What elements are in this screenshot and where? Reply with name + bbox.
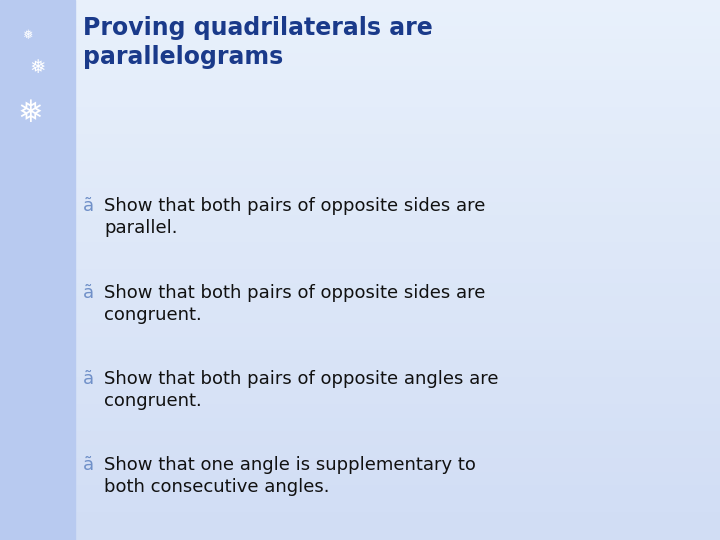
- Text: Show that one angle is supplementary to
both consecutive angles.: Show that one angle is supplementary to …: [104, 456, 476, 496]
- Text: Proving quadrilaterals are
parallelograms: Proving quadrilaterals are parallelogram…: [83, 16, 433, 69]
- Bar: [0, 432, 720, 445]
- Bar: [0, 270, 720, 284]
- Bar: [0, 81, 720, 94]
- Bar: [0, 135, 720, 148]
- Bar: [0, 68, 720, 81]
- Text: ❅: ❅: [22, 29, 32, 42]
- Text: Show that both pairs of opposite sides are
congruent.: Show that both pairs of opposite sides a…: [104, 284, 486, 323]
- Bar: [0, 297, 720, 310]
- Text: ❅: ❅: [30, 58, 45, 77]
- Text: Show that both pairs of opposite sides are
parallel.: Show that both pairs of opposite sides a…: [104, 197, 486, 237]
- Bar: [0, 14, 720, 27]
- Bar: [0, 189, 720, 202]
- Bar: [0, 230, 720, 243]
- Text: ã: ã: [83, 370, 94, 388]
- Bar: [0, 243, 720, 256]
- Bar: [0, 351, 720, 364]
- Text: ❅: ❅: [17, 99, 43, 128]
- Bar: [0, 122, 720, 135]
- Bar: [0, 526, 720, 540]
- Bar: [0, 27, 720, 40]
- Bar: [0, 324, 720, 338]
- Bar: [0, 446, 720, 459]
- Bar: [0, 54, 720, 68]
- Bar: [0, 500, 720, 513]
- Bar: [0, 94, 720, 108]
- Text: Show that both pairs of opposite angles are
congruent.: Show that both pairs of opposite angles …: [104, 370, 499, 410]
- Text: ã: ã: [83, 197, 94, 215]
- Bar: [0, 378, 720, 392]
- Text: ã: ã: [83, 284, 94, 301]
- Bar: [0, 176, 720, 189]
- Bar: [0, 459, 720, 472]
- Bar: [0, 284, 720, 297]
- Bar: [0, 216, 720, 229]
- Bar: [0, 162, 720, 176]
- Bar: [0, 472, 720, 486]
- Bar: [0, 108, 720, 122]
- Bar: [0, 392, 720, 405]
- Bar: [0, 202, 720, 216]
- Bar: [0, 148, 720, 162]
- Bar: [0, 364, 720, 378]
- Bar: [0, 0, 75, 540]
- Bar: [0, 310, 720, 324]
- Bar: [0, 256, 720, 270]
- Bar: [0, 418, 720, 432]
- Bar: [0, 513, 720, 526]
- Bar: [0, 0, 720, 14]
- Bar: [0, 405, 720, 418]
- Bar: [0, 486, 720, 500]
- Bar: [0, 338, 720, 351]
- Bar: [0, 40, 720, 54]
- Text: ã: ã: [83, 456, 94, 474]
